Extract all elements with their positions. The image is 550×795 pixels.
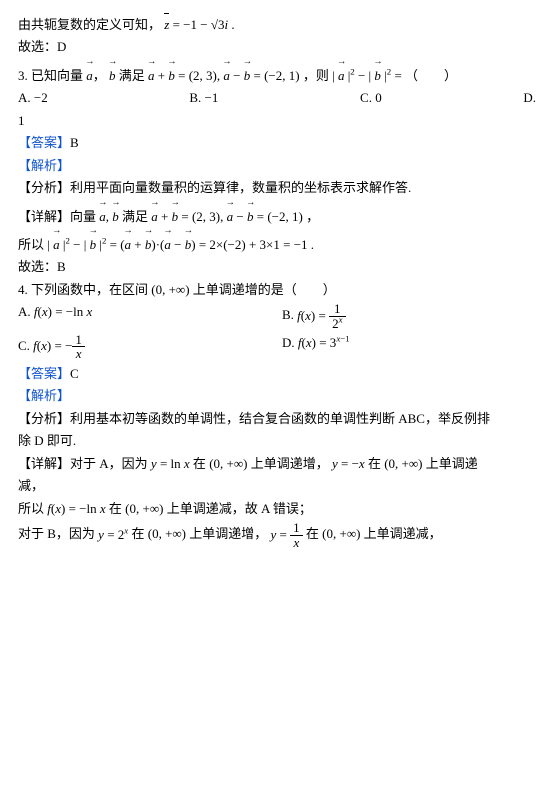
q3-detail1: 【详解】向量 a, b 满足 a + b = (2, 3), a − b = (… <box>18 201 536 226</box>
q4-analysis-a: 【分析】利用基本初等函数的单调性，结合复合函数的单调性判断 ABC，举反例排 <box>18 409 536 429</box>
q3-math: a + b = (2, 3), a − b = (−2, 1) <box>148 68 303 83</box>
q4-analysis-label: 【解析】 <box>18 386 536 406</box>
q4-detail-A1: 【详解】对于 A，因为 y = ln x 在 (0, +∞) 上单调递增， y … <box>18 454 536 474</box>
q3-answer: 【答案】B <box>18 133 536 153</box>
q3-detail2: 所以 | a |2 − | b |2 = (a + b)·(a − b) = 2… <box>18 229 536 254</box>
q4-C: C. f(x) = −1x <box>18 333 272 361</box>
q4-analysis-b: 除 D 即可. <box>18 431 536 451</box>
q4-detail-A2: 减， <box>18 476 536 496</box>
q3-analysis: 【分析】利用平面向量数量积的运算律，数量积的坐标表示求解作答. <box>18 178 536 198</box>
q3-options: A. −2 B. −1 C. 0 D. <box>18 88 536 108</box>
q4-options: A. f(x) = −ln x B. f(x) = 12x C. f(x) = … <box>18 302 536 361</box>
q3-C: C. 0 <box>360 88 382 108</box>
conj-math: z = −1 − √3i . <box>164 17 234 32</box>
q3-analysis-label: 【解析】 <box>18 156 536 176</box>
q4-answer: 【答案】C <box>18 364 536 384</box>
q4-D: D. f(x) = 3x−1 <box>282 333 536 361</box>
q4-detail-A3: 所以 f(x) = −ln x 在 (0, +∞) 上单调递减，故 A 错误； <box>18 499 536 519</box>
conj-text: 由共轭复数的定义可知， <box>18 17 161 32</box>
q4: 4. 下列函数中，在区间 (0, +∞) 上单调递增的是（ ） <box>18 280 536 300</box>
q3-D: D. <box>523 88 536 108</box>
q4-detail-B: 对于 B，因为 y = 2x 在 (0, +∞) 上单调递增， y = 1x 在… <box>18 521 536 549</box>
q3-B: B. −1 <box>189 88 218 108</box>
q3: 3. 已知向量 a， b 满足 a + b = (2, 3), a − b = … <box>18 60 536 85</box>
select-b: 故选：B <box>18 257 536 277</box>
q4-A: A. f(x) = −ln x <box>18 302 272 330</box>
q4-B: B. f(x) = 12x <box>282 302 536 330</box>
q3-A: A. −2 <box>18 88 48 108</box>
q3-D-cont: 1 <box>18 111 536 131</box>
select-d: 故选：D <box>18 37 536 57</box>
conj-line: 由共轭复数的定义可知， z = −1 − √3i . <box>18 11 536 34</box>
